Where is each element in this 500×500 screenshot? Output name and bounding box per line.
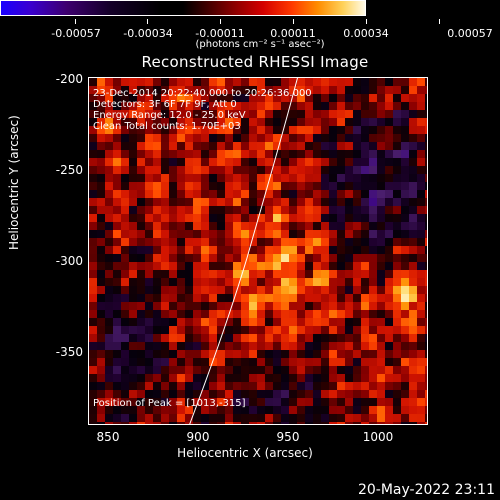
x-tick-label: 950 [276,430,300,444]
render-timestamp: 20-May-2022 23:11 [357,482,495,498]
heatmap-plot: 23-Dec-2014 20:22:40.000 to 20:26:36.000… [88,77,428,425]
info-line-clean: Clean Total counts: 1.70E+03 [93,121,241,132]
colorbar [0,0,366,16]
x-axis-label: Heliocentric X (arcsec) [177,446,313,460]
colorbar-label: -0.00034 [123,27,173,40]
colorbar-label: 0.00011 [270,27,316,40]
colorbar-label: 0.00057 [447,27,493,40]
colorbar-tick [293,19,294,24]
x-tick-label: 1000 [362,430,394,444]
y-tick-label: -300 [55,254,83,268]
colorbar-label: -0.00057 [51,27,101,40]
heatmap-image [89,78,427,424]
peak-position-label: Position of Peak = [1013,-315] [93,398,246,409]
colorbar-tick [75,19,76,24]
info-line-time: 23-Dec-2014 20:22:40.000 to 20:26:36.000 [93,88,312,99]
y-axis-label: Heliocentric Y (arcsec) [7,115,21,250]
x-tick-label: 850 [96,430,120,444]
info-line-detectors: Detectors: 3F 6F 7F 9F, Att 0 [93,99,237,110]
colorbar-tick [220,19,221,24]
colorbar-tick [147,19,148,24]
y-tick-label: -250 [55,163,83,177]
colorbar-label: 0.00034 [343,27,389,40]
info-line-energy: Energy Range: 12.0 - 25.0 keV [93,110,246,121]
colorbar-label: -0.00011 [195,27,245,40]
solar-limb-overlay [189,78,298,424]
plot-title: Reconstructed RHESSI Image [141,53,369,71]
colorbar-tick [439,19,440,24]
x-tick-label: 900 [186,430,210,444]
y-tick-label: -200 [55,72,83,86]
colorbar-units: (photons cm⁻² s⁻¹ asec⁻²) [195,39,325,50]
y-tick-label: -350 [55,345,83,359]
solar-limb-line [189,78,298,424]
colorbar-tick [366,19,367,24]
